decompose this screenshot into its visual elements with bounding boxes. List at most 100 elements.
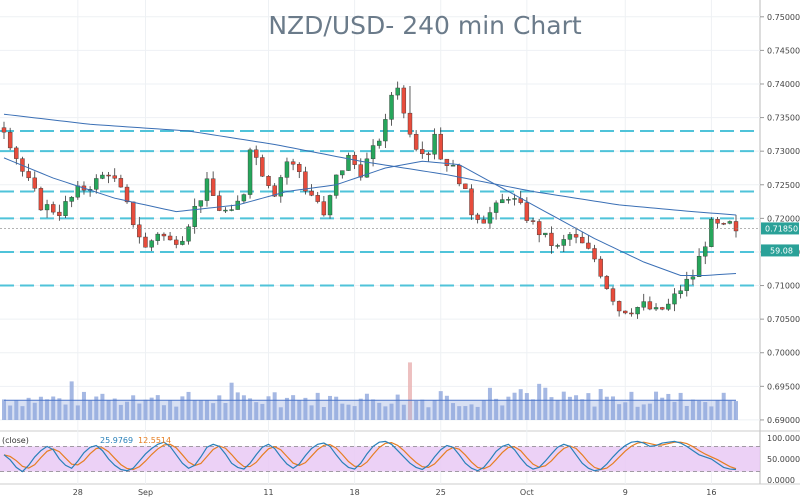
stochastic-tick-label: 50.0000: [767, 455, 800, 464]
volume-bar: [487, 387, 492, 420]
x-tick-label: 16: [706, 488, 716, 497]
candle-body: [696, 255, 702, 277]
candle-body: [549, 232, 554, 246]
volume-bar: [383, 406, 388, 420]
candle-body: [192, 206, 197, 227]
y-tick-label: 0.72000: [767, 214, 800, 223]
volume-bar: [586, 393, 591, 420]
candle-body: [130, 201, 136, 226]
last-price-label: 0.71850: [765, 224, 798, 233]
stochastic-k-value: 25.9769: [100, 436, 133, 445]
candle-body: [63, 201, 68, 216]
volume-bar: [463, 406, 468, 420]
volume-bar: [364, 393, 369, 420]
volume-bar: [112, 398, 117, 420]
candle-body: [118, 178, 124, 188]
volume-bar: [328, 395, 333, 420]
candle-body: [254, 149, 259, 158]
volume-bar: [426, 407, 431, 420]
candle-body: [401, 87, 407, 114]
candle-body: [733, 221, 739, 232]
candle-body: [543, 232, 548, 236]
x-axis: 28 Sep 11 18 25 Oct 9 16: [73, 488, 717, 497]
candle-body: [69, 196, 74, 202]
volume-bar: [420, 399, 425, 420]
volume-bar: [137, 403, 142, 420]
volume-bar: [604, 396, 609, 420]
y-tick-label: 0.71000: [767, 282, 800, 291]
y-tick-label: 0.74000: [767, 80, 800, 89]
stochastic-panel: (close) 25.9769 12.5514: [0, 436, 760, 473]
volume-bar: [211, 403, 216, 420]
candle-body: [370, 145, 376, 160]
volume-bar: [106, 400, 111, 420]
candle-body: [426, 153, 431, 156]
candle-body: [137, 224, 142, 238]
stochastic-tick-label: 0.0000: [767, 476, 795, 485]
y-tick-label: 0.69000: [767, 416, 800, 425]
volume-bar: [26, 397, 31, 420]
volume-bar: [75, 405, 80, 420]
candle-body: [364, 158, 370, 178]
volume-bar: [524, 393, 529, 420]
candle-body: [635, 307, 640, 315]
candle-body: [703, 246, 708, 257]
volume-bar: [690, 399, 695, 420]
x-tick-label: 18: [350, 488, 360, 497]
candle-body: [247, 149, 253, 195]
volume-bar: [14, 400, 19, 420]
volume-bar: [727, 400, 732, 420]
candle-body: [629, 312, 634, 315]
volume-bar: [518, 389, 523, 420]
volume-bar: [315, 392, 320, 420]
volume-bar: [38, 396, 43, 420]
volume-bar: [709, 406, 714, 420]
candle-body: [161, 233, 167, 237]
volume-bar: [666, 393, 671, 420]
last-price-badge: [761, 222, 799, 235]
candle-body: [463, 183, 468, 190]
candle-body: [167, 235, 173, 241]
stochastic-band: [0, 446, 760, 472]
volume-bar: [309, 405, 314, 420]
candle-body: [186, 226, 191, 242]
candle-body: [678, 290, 683, 295]
stochastic-k-line: [3, 440, 737, 473]
candle-body: [38, 188, 44, 211]
volume-bar: [254, 402, 259, 420]
volume-bar: [469, 404, 474, 420]
candle-body: [26, 171, 31, 179]
moving-average-short: [3, 157, 737, 276]
volume-bar: [235, 392, 240, 420]
volume-bar: [610, 396, 615, 420]
candle-body: [653, 307, 659, 310]
candle-body: [481, 219, 486, 224]
candle-body: [420, 149, 425, 155]
volume-bar: [647, 403, 652, 420]
volume-bar: [438, 391, 443, 420]
volume-ma-area: [4, 400, 736, 420]
volume-bar: [2, 399, 6, 420]
candle-body: [598, 258, 603, 277]
candle-body: [475, 214, 480, 220]
candle-body: [223, 209, 228, 212]
volume-bar: [81, 391, 86, 420]
candle-body: [278, 177, 284, 197]
volume-bar: [161, 405, 166, 420]
candle-body: [567, 234, 573, 240]
y-tick-label: 0.70500: [767, 315, 800, 324]
volume-bar: [580, 399, 585, 420]
volume-bar: [407, 362, 412, 420]
stochastic-label: (close): [2, 436, 29, 445]
candle-body: [432, 133, 437, 155]
candle-body: [715, 219, 720, 224]
volume-bar: [88, 400, 93, 420]
candle-body: [586, 242, 591, 249]
volume-bar: [401, 404, 406, 420]
volume-bar: [248, 398, 253, 420]
candle-body: [389, 94, 394, 120]
candle-body: [500, 199, 505, 204]
stochastic-d-value: 12.5514: [138, 436, 171, 445]
volume-bar: [629, 391, 634, 420]
candle-body: [346, 154, 351, 171]
